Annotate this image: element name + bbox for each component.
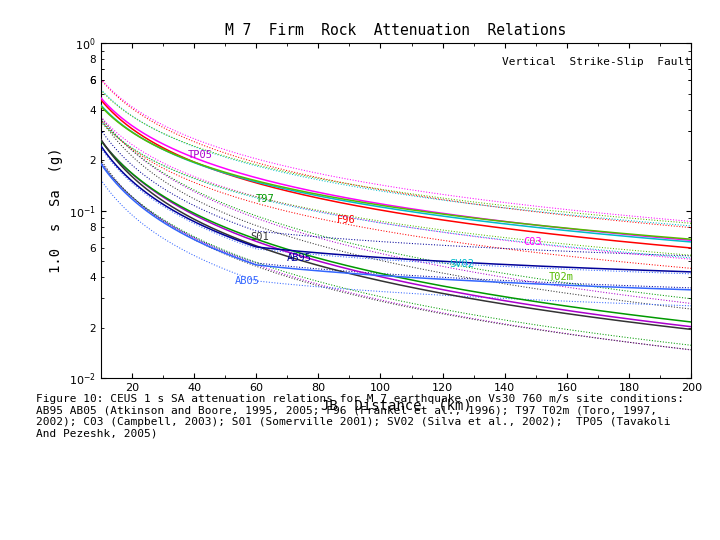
Text: S01: S01 bbox=[250, 232, 269, 241]
Text: C03: C03 bbox=[523, 237, 542, 247]
Text: TP05: TP05 bbox=[188, 150, 213, 160]
Text: T02m: T02m bbox=[548, 272, 573, 282]
X-axis label: JB  Distance  (km): JB Distance (km) bbox=[320, 399, 472, 413]
Text: T97: T97 bbox=[256, 193, 275, 204]
Title: M 7  Firm  Rock  Attenuation  Relations: M 7 Firm Rock Attenuation Relations bbox=[225, 23, 567, 38]
Text: Figure 10: CEUS 1 s SA attenuation relations for M 7 earthquake on Vs30 760 m/s : Figure 10: CEUS 1 s SA attenuation relat… bbox=[36, 394, 684, 439]
Text: AB05: AB05 bbox=[235, 276, 259, 286]
Text: AB95: AB95 bbox=[287, 253, 312, 263]
Text: SV02: SV02 bbox=[449, 259, 474, 269]
Text: Vertical  Strike-Slip  Fault: Vertical Strike-Slip Fault bbox=[503, 57, 691, 66]
Text: F96: F96 bbox=[337, 215, 356, 225]
Y-axis label: 1.0  s  Sa  (g): 1.0 s Sa (g) bbox=[50, 148, 63, 273]
